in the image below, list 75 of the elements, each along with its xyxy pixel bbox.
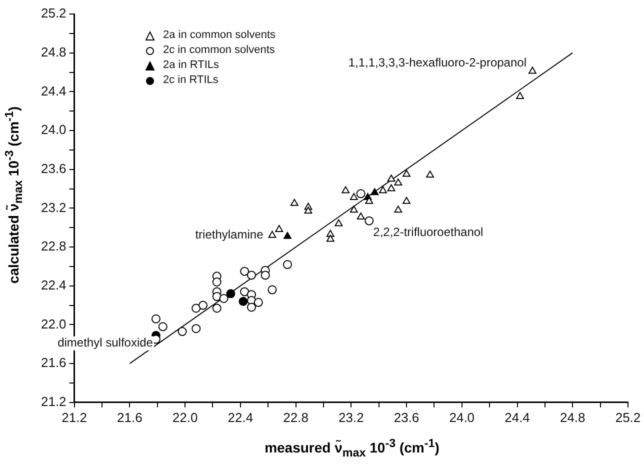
point — [275, 225, 284, 232]
point — [282, 260, 292, 270]
legend-label: 2a in RTILs — [163, 58, 220, 73]
x-tick-label: 22.4 — [228, 410, 254, 425]
y-tick-label: 22.4 — [40, 277, 66, 292]
point — [304, 206, 312, 214]
point — [356, 189, 366, 198]
x-tick-label: 21.6 — [117, 410, 142, 425]
point — [268, 285, 277, 294]
point — [394, 178, 402, 186]
point — [290, 198, 298, 206]
point — [342, 186, 350, 194]
x-tick-label: 24.4 — [504, 410, 530, 425]
point — [212, 292, 222, 302]
point — [394, 206, 402, 213]
point — [356, 212, 365, 220]
point — [151, 314, 160, 324]
y-tick-label: 24.8 — [40, 44, 66, 60]
point — [219, 294, 228, 304]
y-tick-label: 25.2 — [40, 6, 66, 21]
annotation: 1,1,1,3,3,3-hexafluoro-2-propanol — [348, 56, 526, 70]
x-axis-title: measured ν̃$_{max}$ 10$^{-3}$ (cm$^{-1}$) — [264, 436, 440, 459]
legend-label: 2c in RTILs — [163, 73, 218, 88]
annotation: dimethyl sulfoxide — [58, 336, 154, 350]
point — [426, 170, 434, 178]
point — [364, 216, 374, 226]
point — [178, 327, 187, 336]
point — [192, 304, 201, 313]
annotation: triethylamine — [195, 228, 264, 242]
point — [350, 206, 358, 213]
y-tick-label: 21.2 — [40, 394, 66, 409]
y-tick-label: 22.8 — [40, 238, 66, 254]
point — [402, 196, 410, 204]
annotation: 2,2,2-trifluoroethanol — [373, 225, 484, 240]
point — [387, 184, 396, 192]
point — [350, 193, 358, 200]
point — [246, 302, 256, 312]
point — [402, 170, 410, 177]
legend-label: 2c in common solvents — [163, 43, 275, 58]
point — [212, 304, 222, 313]
point — [212, 277, 222, 286]
point — [246, 270, 256, 280]
point — [528, 66, 536, 74]
point — [334, 219, 343, 226]
x-tick-label: 21.2 — [62, 410, 87, 425]
y-tick-label: 23.2 — [40, 200, 66, 215]
point — [226, 289, 236, 298]
x-tick-label: 23.6 — [394, 410, 420, 425]
y-tick-label: 22.0 — [40, 316, 66, 332]
x-tick-label: 25.2 — [615, 410, 641, 425]
y-tick-label: 24.4 — [40, 83, 66, 98]
y-tick-label: 23.6 — [40, 160, 66, 176]
point — [238, 296, 248, 306]
y-tick-label: 21.6 — [40, 355, 66, 370]
point — [240, 287, 250, 296]
point — [326, 234, 334, 242]
point — [284, 232, 292, 239]
legend-label: 2a in common solvents — [163, 28, 276, 43]
point — [268, 230, 276, 238]
point — [192, 324, 201, 334]
x-tick-label: 22.0 — [172, 410, 198, 425]
point — [198, 300, 208, 310]
point — [516, 92, 524, 100]
point — [158, 322, 168, 332]
x-tick-label: 24.0 — [449, 410, 475, 425]
point — [370, 188, 379, 196]
point — [260, 270, 270, 280]
y-tick-label: 24.0 — [40, 122, 66, 138]
x-tick-label: 24.8 — [560, 410, 586, 425]
point — [379, 186, 387, 194]
x-tick-label: 23.2 — [338, 410, 364, 425]
point — [240, 266, 250, 276]
x-tick-label: 22.8 — [283, 410, 308, 425]
point — [387, 174, 396, 182]
point — [254, 298, 263, 307]
